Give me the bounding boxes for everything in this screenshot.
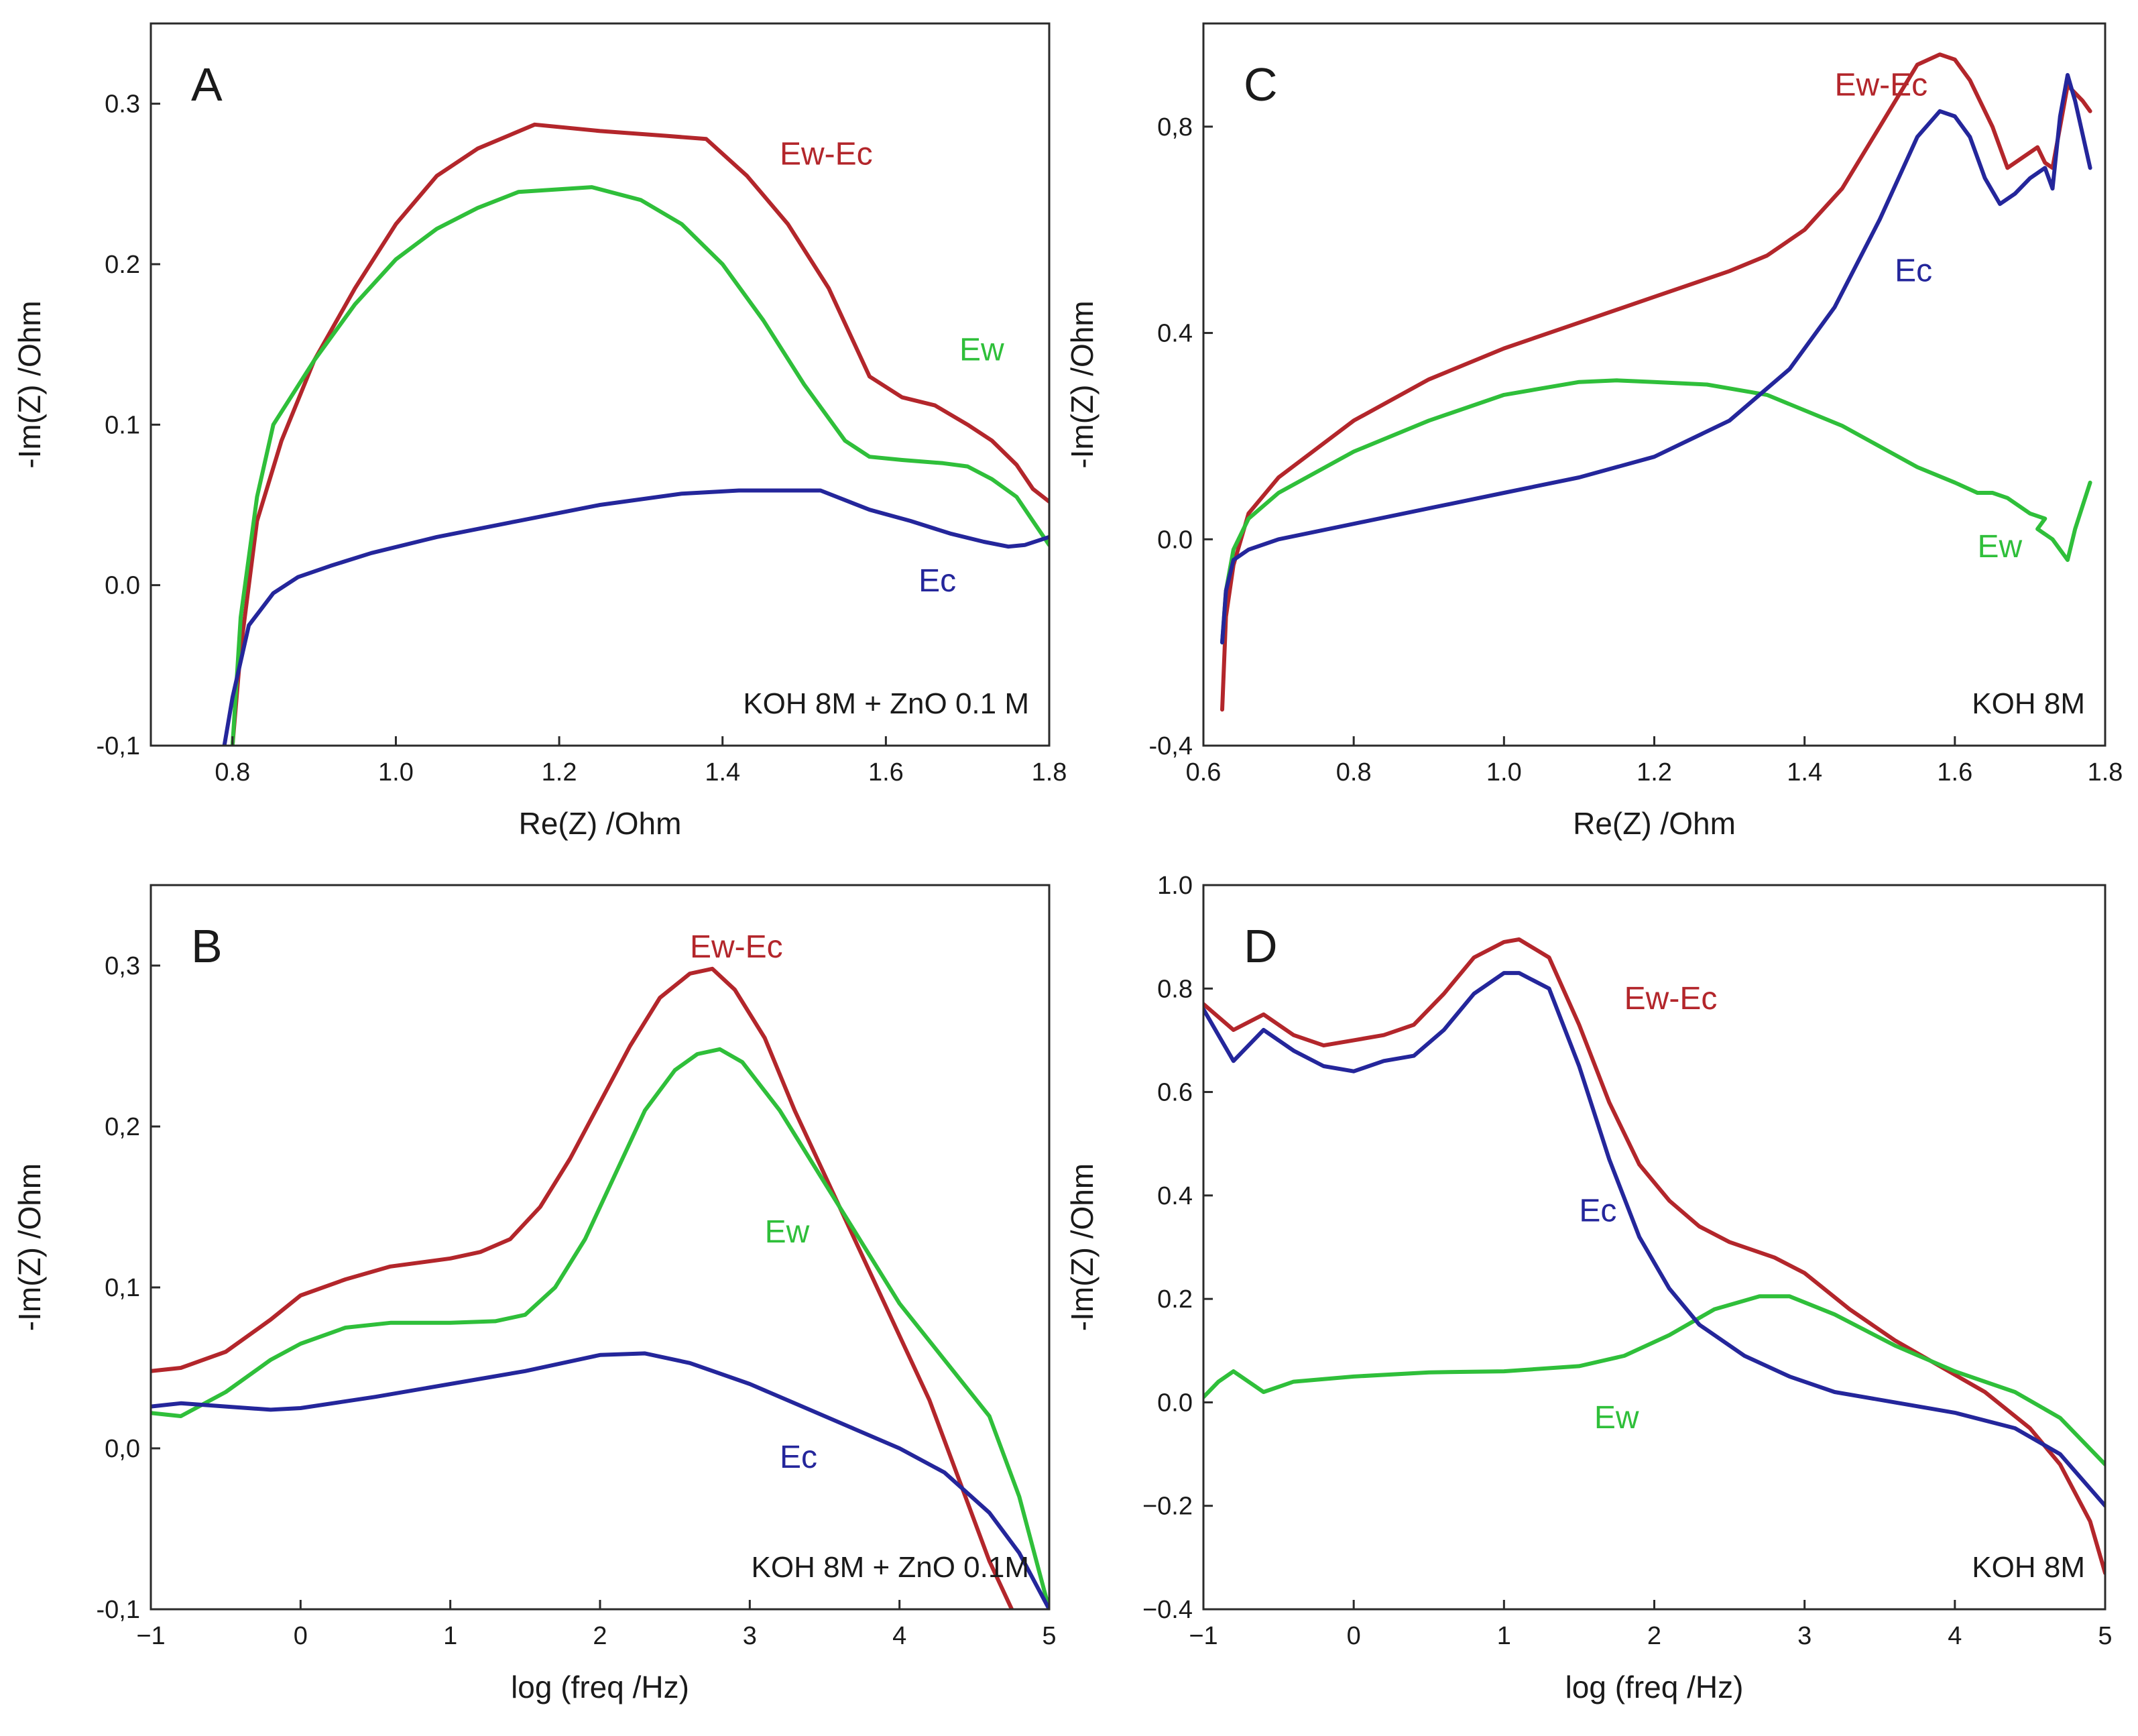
x-tick-label: 0.6 [1186,758,1222,787]
x-tick-label: 1.2 [542,758,577,787]
x-axis-label: log (freq /Hz) [511,1670,689,1704]
x-tick-label: 0 [294,1622,308,1650]
y-tick-label: 0,3 [105,952,140,980]
x-tick-label: 1.8 [1032,758,1067,787]
chart-panel-a: 0.8 1.0 1.2 1.4 1.6 1.8 -0,1 0.0 0.1 0.2 0.3 Re(Z) … [12,22,1067,841]
y-tick-label: 0.0 [1157,526,1193,554]
y-tick-label: 0.0 [1157,1389,1193,1417]
x-tick-label: 3 [1797,1622,1812,1650]
series-line-ew [151,1047,1049,1609]
y-axis-label: -Im(Z) /Ohm [1065,1163,1100,1331]
series-label-ec: Ec [1895,253,1932,289]
x-tick-label: 0.8 [1336,758,1372,787]
x-axis-label: log (freq /Hz) [1565,1670,1744,1704]
plot-frame [1202,22,2106,747]
series-line-ew [1220,378,2092,645]
x-tick-label: 2 [593,1622,607,1650]
series-label-ew: Ew [959,333,1004,368]
series-label-ec: Ec [1579,1193,1616,1228]
y-tick-label: 0.4 [1157,320,1193,348]
y-tick-label: -0,1 [97,1596,140,1624]
x-tick-label: 1.4 [705,758,740,787]
x-tick-label: −1 [136,1622,165,1650]
series-label-ew: Ew [1977,529,2022,565]
chart-panel-d: −1 0 1 2 3 4 5 −0.4 −0.2 0.0 0.2 0.4 0.6 0.8 1.0 log (f… [1065,872,2113,1704]
y-axis-label: -Im(Z) /Ohm [12,300,47,468]
x-tick-label: 1.4 [1787,758,1822,787]
series-line-ec [1220,72,2092,645]
series-line-ew-ec [151,966,1014,1609]
y-tick-label: 0.8 [1157,975,1193,1003]
plot-frame [150,884,1051,1611]
series-line-ec [222,488,1049,746]
x-tick-label: 5 [1042,1622,1056,1650]
panel-label: C [1244,58,1278,111]
x-tick-label: 1 [1497,1622,1511,1650]
series-line-ew-ec [1203,937,2105,1575]
panel-label: D [1244,920,1278,972]
x-tick-label: 5 [2098,1622,2112,1650]
x-tick-label: 1.6 [868,758,904,787]
y-tick-label: −0.4 [1142,1596,1193,1624]
condition-annotation: KOH 8M + ZnO 0.1 M [743,687,1029,720]
x-tick-label: 1.8 [2088,758,2123,787]
series-label-ew-ec: Ew-Ec [1624,981,1718,1017]
panel-label: B [191,920,223,972]
y-axis-label: -Im(Z) /Ohm [1065,300,1100,468]
y-tick-label: 0,1 [105,1274,140,1302]
series-line-ew-ec [230,122,1049,746]
y-tick-label: 0.3 [105,91,140,119]
series-line-ew [230,185,1049,746]
condition-annotation: KOH 8M [1972,1551,2085,1584]
x-tick-label: 0.8 [215,758,250,787]
x-tick-label: 4 [1948,1622,1962,1650]
x-tick-label: 2 [1647,1622,1661,1650]
plot-frame [150,22,1051,747]
series-label-ew-ec: Ew-Ec [690,929,783,965]
series-label-ew-ec: Ew-Ec [780,137,873,172]
series-label-ew: Ew [765,1214,810,1250]
series-line-ew-ec [1220,52,2092,712]
y-tick-label: 0,8 [1157,113,1193,141]
x-axis-label: Re(Z) /Ohm [1573,806,1736,841]
x-axis-label: Re(Z) /Ohm [519,806,682,841]
series-label-ew: Ew [1594,1400,1639,1436]
x-tick-label: 0 [1347,1622,1361,1650]
x-tick-label: 1.6 [1937,758,1972,787]
x-tick-label: −1 [1189,1622,1218,1650]
y-axis-label: -Im(Z) /Ohm [12,1163,47,1331]
series-line-ec [151,1351,1049,1609]
series-line-ew [1203,1294,2105,1466]
y-tick-label: 0.4 [1157,1182,1193,1210]
panel-label: A [191,58,223,111]
series-label-ew-ec: Ew-Ec [1835,68,1928,103]
series-label-ec: Ec [918,563,956,599]
x-tick-label: 1 [443,1622,457,1650]
chart-panel-b: −1 0 1 2 3 4 5 -0,1 0,0 0,1 0,2 0,3 log (freq /Hz) -I… [12,884,1057,1704]
y-tick-label: -0,4 [1149,732,1193,760]
y-tick-label: -0,1 [97,732,140,760]
x-tick-label: 1.2 [1637,758,1672,787]
series-line-ec [1203,971,2105,1508]
y-tick-label: 0,2 [105,1113,140,1141]
condition-annotation: KOH 8M + ZnO 0.1M [752,1551,1029,1584]
y-tick-label: 0.6 [1157,1079,1193,1107]
x-tick-label: 3 [743,1622,757,1650]
y-tick-label: 0.2 [1157,1285,1193,1314]
chart-panel-c: 0.6 0.8 1.0 1.2 1.4 1.6 1.8 -0,4 0.0 0.4 0,8 Re(Z) … [1065,22,2123,841]
series-label-ec: Ec [780,1440,817,1475]
x-tick-label: 1.0 [378,758,414,787]
y-tick-label: 0,0 [105,1435,140,1463]
y-tick-label: 0.1 [105,411,140,439]
x-tick-label: 1.0 [1486,758,1522,787]
x-tick-label: 4 [892,1622,906,1650]
y-tick-label: 0.0 [105,572,140,600]
condition-annotation: KOH 8M [1972,687,2085,720]
y-tick-label: −0.2 [1142,1493,1193,1521]
y-tick-label: 0.2 [105,251,140,279]
y-tick-label: 1.0 [1157,872,1193,900]
